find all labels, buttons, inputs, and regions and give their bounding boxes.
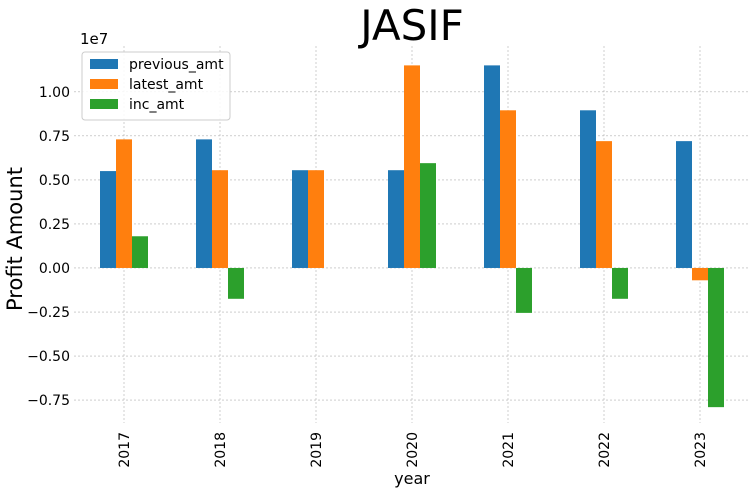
y-tick-label: 1.00 [39,85,70,101]
legend-label: inc_amt [129,97,185,113]
bar-previous_amt-2021 [484,65,500,268]
y-tick-labels: −0.75 −0.50 −0.25 0.00 0.25 0.50 0.75 1.00 [27,85,70,409]
bar-inc_amt-2021 [516,268,532,313]
y-tick-label: −0.25 [27,305,70,321]
y-offset-label: 1e7 [80,30,108,48]
bar-inc_amt-2018 [228,268,244,299]
bar-latest_amt-2022 [596,141,612,268]
chart-title: JASIF [357,1,464,50]
bar-inc_amt-2017 [132,236,148,268]
legend-swatch [90,59,118,69]
x-tick-label: 2022 [597,432,613,468]
bar-previous_amt-2018 [196,139,212,268]
y-tick-label: 0.75 [39,129,70,145]
y-axis-label: Profit Amount [3,167,27,311]
x-tick-label: 2019 [309,432,325,468]
y-tick-label: 0.25 [39,217,70,233]
x-tick-labels: 2017 2018 2019 2020 2021 2022 2023 [117,432,709,468]
x-tick-label: 2017 [117,432,133,468]
x-tick-label: 2021 [501,432,517,468]
y-tick-label: −0.75 [27,393,70,409]
bar-previous_amt-2023 [676,141,692,268]
x-tick-label: 2023 [693,432,709,468]
y-tick-label: 0.50 [39,173,70,189]
bar-latest_amt-2019 [308,170,324,268]
bar-previous_amt-2022 [580,110,596,268]
y-tick-label: −0.50 [27,349,70,365]
bar-inc_amt-2020 [420,163,436,268]
bar-previous_amt-2017 [100,171,116,268]
bar-latest_amt-2020 [404,65,420,268]
bar-latest_amt-2018 [212,170,228,268]
bar-latest_amt-2017 [116,139,132,268]
legend-label: previous_amt [129,57,224,73]
legend-swatch [90,79,118,89]
bar-inc_amt-2023 [708,268,724,407]
x-axis-label: year [394,469,430,488]
bar-latest_amt-2023 [692,268,708,280]
bar-inc_amt-2022 [612,268,628,299]
bar-previous_amt-2020 [388,170,404,268]
bar-latest_amt-2021 [500,110,516,268]
legend-label: latest_amt [129,77,204,93]
legend: previous_amt latest_amt inc_amt [82,52,230,120]
bar-previous_amt-2019 [292,170,308,268]
y-tick-label: 0.00 [39,261,70,277]
legend-swatch [90,99,118,109]
x-tick-label: 2018 [213,432,229,468]
x-tick-label: 2020 [405,432,421,468]
